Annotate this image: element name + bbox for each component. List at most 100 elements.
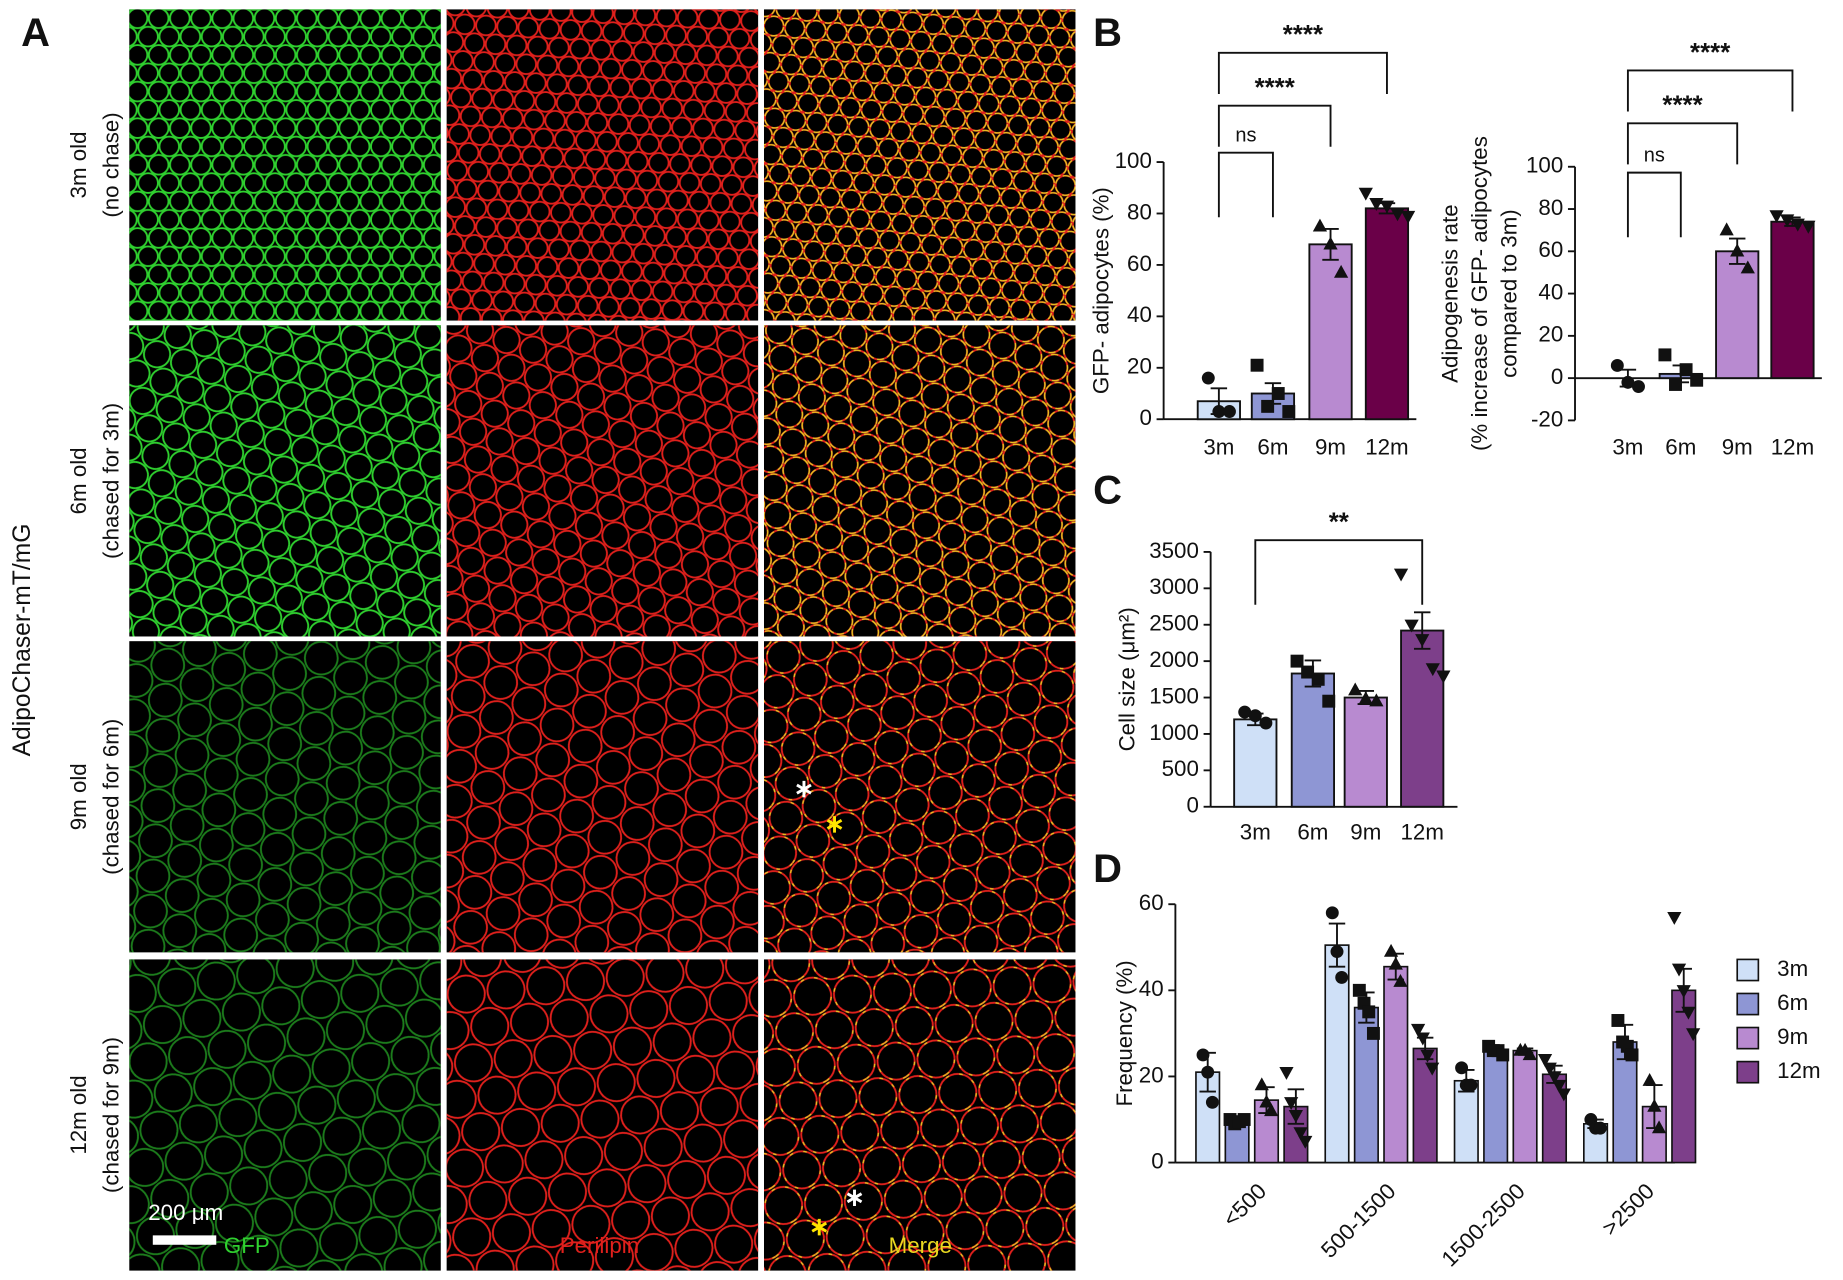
- asterisk: [826, 816, 843, 833]
- side-label: AdipoChaser-mT/mG: [9, 524, 36, 757]
- data-point: [1369, 198, 1384, 211]
- data-point: [1259, 1094, 1274, 1108]
- data-point: [1248, 709, 1262, 723]
- x-tick-label: 9m: [1315, 434, 1346, 459]
- data-point: [1334, 264, 1349, 278]
- data-point: [1259, 716, 1273, 730]
- data-point: [1312, 218, 1328, 232]
- y-tick-label: 40: [1127, 302, 1152, 327]
- data-point: [1264, 1103, 1279, 1117]
- bar: [1343, 696, 1388, 808]
- significance-bracket: [1626, 171, 1682, 238]
- legend-label: 6m: [1777, 990, 1808, 1015]
- data-point: [1237, 1113, 1251, 1126]
- data-point: [1282, 405, 1296, 418]
- data-point: [1250, 358, 1264, 372]
- data-point: [1369, 693, 1384, 707]
- x-tick-label: 9m: [1350, 820, 1381, 845]
- micrograph-cells: [129, 325, 441, 637]
- panel-letter: A: [21, 11, 50, 55]
- data-point: [1651, 1120, 1667, 1134]
- significance-bracket: [1217, 104, 1332, 147]
- data-point: [1679, 363, 1693, 377]
- data-point: [1379, 200, 1395, 214]
- y-tick-label: 2500: [1149, 611, 1199, 636]
- bar: [1400, 629, 1445, 808]
- x-tick-label: 6m: [1665, 434, 1696, 459]
- x-tick-label: 6m: [1297, 820, 1328, 845]
- data-point: [1205, 1095, 1219, 1109]
- data-point: [1522, 1047, 1537, 1061]
- data-point: [1552, 1079, 1567, 1093]
- legend-label: 9m: [1777, 1024, 1808, 1049]
- data-point: [1547, 1071, 1562, 1085]
- micrograph-cells: [763, 641, 1076, 953]
- data-point: [1686, 1028, 1701, 1042]
- row-label: (chased for 6m): [99, 719, 124, 875]
- y-axis-label: compared to 3m): [1496, 209, 1521, 378]
- data-point: [1647, 1098, 1662, 1112]
- y-tick-label: 60: [1127, 251, 1152, 276]
- column-label: Merge: [889, 1233, 952, 1258]
- significance-label: ****: [1690, 39, 1731, 67]
- y-tick-label: 0: [1551, 364, 1563, 389]
- data-point: [1404, 619, 1419, 633]
- y-tick-label: 100: [1115, 148, 1152, 173]
- y-tick-label: 0: [1139, 405, 1151, 430]
- legend-swatch: [1736, 958, 1760, 982]
- data-point: [1293, 1127, 1308, 1141]
- y-tick-label: 3000: [1149, 574, 1199, 599]
- y-axis-label: Cell size (μm²): [1114, 607, 1139, 751]
- data-point: [1667, 911, 1682, 925]
- micrograph-cells: [446, 325, 759, 637]
- bar: [1233, 718, 1278, 808]
- micrograph-cells: [763, 9, 1076, 321]
- data-point: [1415, 1032, 1430, 1046]
- bar: [1308, 243, 1353, 421]
- x-tick-label: 6m: [1257, 434, 1288, 459]
- bar: [1383, 965, 1409, 1164]
- data-point: [1271, 387, 1285, 400]
- row-label: 9m old: [66, 763, 91, 830]
- data-point: [1390, 208, 1405, 222]
- x-tick-label: 9m: [1722, 434, 1753, 459]
- data-point: [1790, 218, 1805, 232]
- significance-label: ****: [1255, 74, 1296, 102]
- y-tick-label: 0: [1186, 793, 1198, 818]
- row-label: (chased for 3m): [99, 403, 124, 559]
- data-point: [1420, 1049, 1435, 1063]
- asterisk: [796, 780, 812, 798]
- y-tick-label: 40: [1538, 279, 1563, 304]
- significance-bracket: [1217, 151, 1274, 218]
- y-axis-label: (% increase of GFP- adipocytes: [1467, 136, 1492, 451]
- panel-letter: D: [1093, 847, 1122, 891]
- data-point: [1410, 1023, 1426, 1037]
- data-point: [1740, 260, 1755, 274]
- data-point: [1393, 568, 1409, 582]
- data-point: [1261, 399, 1275, 413]
- data-point: [1352, 983, 1366, 997]
- micrograph-cells: [446, 641, 759, 953]
- data-point: [1464, 1078, 1478, 1092]
- significance-label: ****: [1662, 92, 1703, 120]
- data-point: [1632, 380, 1645, 394]
- bar: [1770, 220, 1815, 380]
- x-tick-label: 3m: [1240, 820, 1271, 845]
- data-point: [1254, 1077, 1269, 1091]
- data-point: [1362, 1005, 1376, 1019]
- row-label: 6m old: [66, 447, 91, 514]
- data-point: [1425, 663, 1440, 677]
- significance-bracket: [1254, 539, 1424, 605]
- y-axis-label: GFP- adipocytes (%): [1088, 187, 1113, 394]
- x-tick-label: 12m: [1771, 434, 1814, 459]
- data-point: [1769, 210, 1784, 224]
- data-point: [1400, 210, 1416, 224]
- y-tick-label: -20: [1531, 406, 1563, 431]
- y-tick-label: 60: [1139, 890, 1164, 915]
- data-point: [1610, 358, 1624, 372]
- micrograph-cells: [446, 9, 759, 321]
- data-point: [1642, 1073, 1657, 1086]
- y-tick-label: 500: [1162, 756, 1199, 781]
- column-label: Perilipin: [560, 1233, 639, 1258]
